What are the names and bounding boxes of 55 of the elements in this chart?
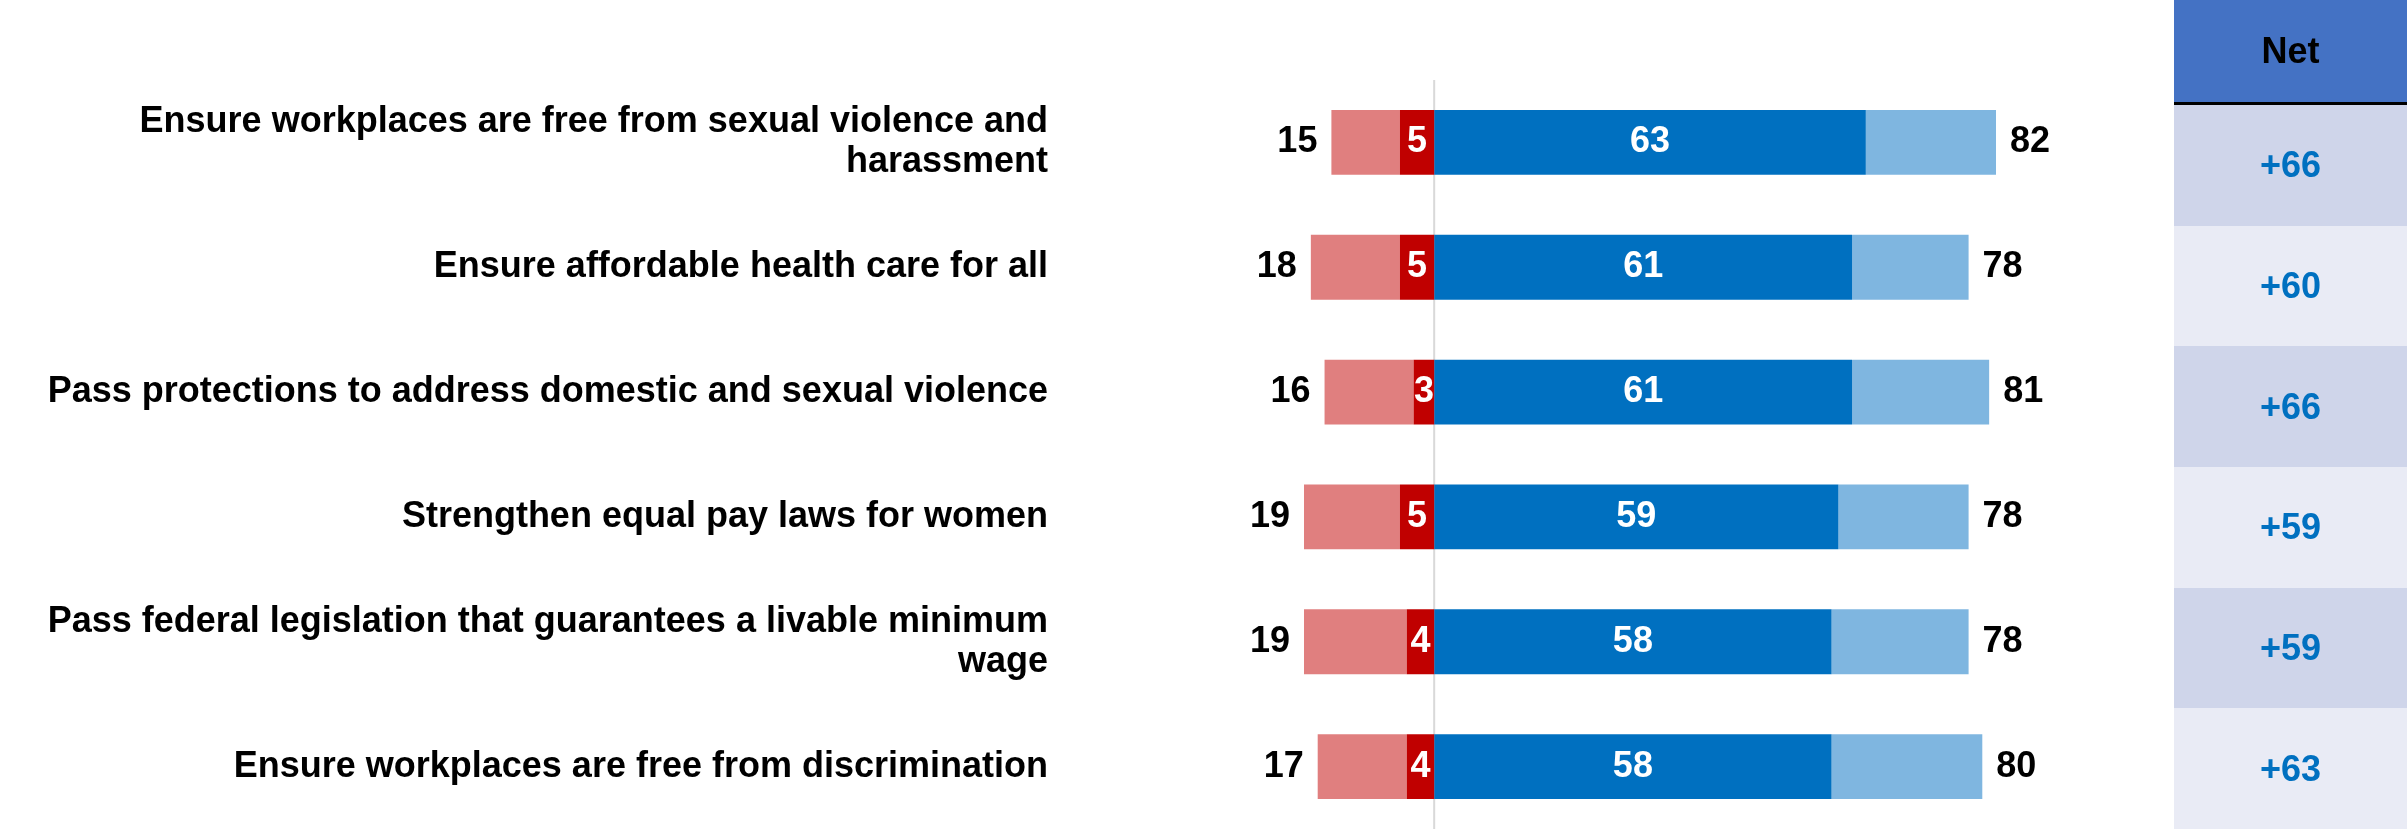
- text: Net: [2261, 30, 2320, 72]
- y-tick-label: Ensure affordable health care for all: [433, 244, 1048, 286]
- text: 82: [2010, 119, 2051, 161]
- y-tick-label: Ensure workplaces are free from discrimination: [233, 743, 1048, 785]
- bar: [1434, 359, 1853, 425]
- data-label: 58: [1612, 618, 1653, 660]
- bar: [1434, 484, 1839, 550]
- bar: [1838, 484, 1969, 550]
- data-label: 58: [1612, 743, 1653, 785]
- text: 16: [1270, 369, 1311, 411]
- bar: [1317, 734, 1407, 800]
- bar: [1434, 109, 1866, 175]
- bar: [1865, 109, 1996, 175]
- text: 78: [1982, 493, 2023, 535]
- data-label: 59: [1616, 493, 1657, 535]
- text: 19: [1249, 493, 1290, 535]
- data-label: 63: [1629, 119, 1671, 161]
- annotation: 5: [1407, 119, 1428, 161]
- data-label: 61: [1623, 369, 1664, 411]
- text: 78: [1982, 618, 2023, 660]
- bar: [1831, 609, 1969, 675]
- y-tick-label: Pass federal legislation that guarantees a livable minimum wage: [47, 598, 1048, 680]
- y-tick-label: Ensure workplaces are free from sexual violence and harassment: [139, 99, 1048, 181]
- annotation: 4: [1410, 743, 1431, 785]
- text: +59: [2259, 506, 2322, 549]
- annotation: 5: [1407, 244, 1428, 286]
- bar: [1434, 609, 1832, 675]
- bar: [1434, 234, 1853, 300]
- bar: [1304, 484, 1400, 550]
- text: +60: [2259, 264, 2322, 307]
- text: +66: [2259, 385, 2322, 428]
- text: 78: [1982, 244, 2023, 286]
- bar: [1831, 734, 1983, 800]
- text: 17: [1263, 743, 1304, 785]
- text: 19: [1249, 618, 1290, 660]
- data-label: 61: [1623, 244, 1664, 286]
- text: +59: [2259, 626, 2322, 669]
- text: 80: [1996, 743, 2037, 785]
- y-tick-label: Strengthen equal pay laws for women: [401, 493, 1048, 535]
- annotation: 5: [1407, 493, 1428, 535]
- bar: [1324, 359, 1414, 425]
- annotation: 3: [1413, 369, 1434, 411]
- bar: [1310, 234, 1400, 300]
- text: +66: [2259, 144, 2322, 187]
- bar: [1434, 734, 1832, 800]
- y-tick-label: Pass protections to address domestic and sexual violence: [47, 369, 1048, 411]
- text: +63: [2259, 747, 2322, 790]
- bar: [1331, 109, 1400, 175]
- text: 15: [1277, 119, 1318, 161]
- text: 81: [2003, 369, 2044, 411]
- bar: [1304, 609, 1407, 675]
- bar: [1852, 234, 1969, 300]
- bar: [1852, 359, 1990, 425]
- annotation: 4: [1410, 618, 1431, 660]
- text: 18: [1256, 244, 1297, 286]
